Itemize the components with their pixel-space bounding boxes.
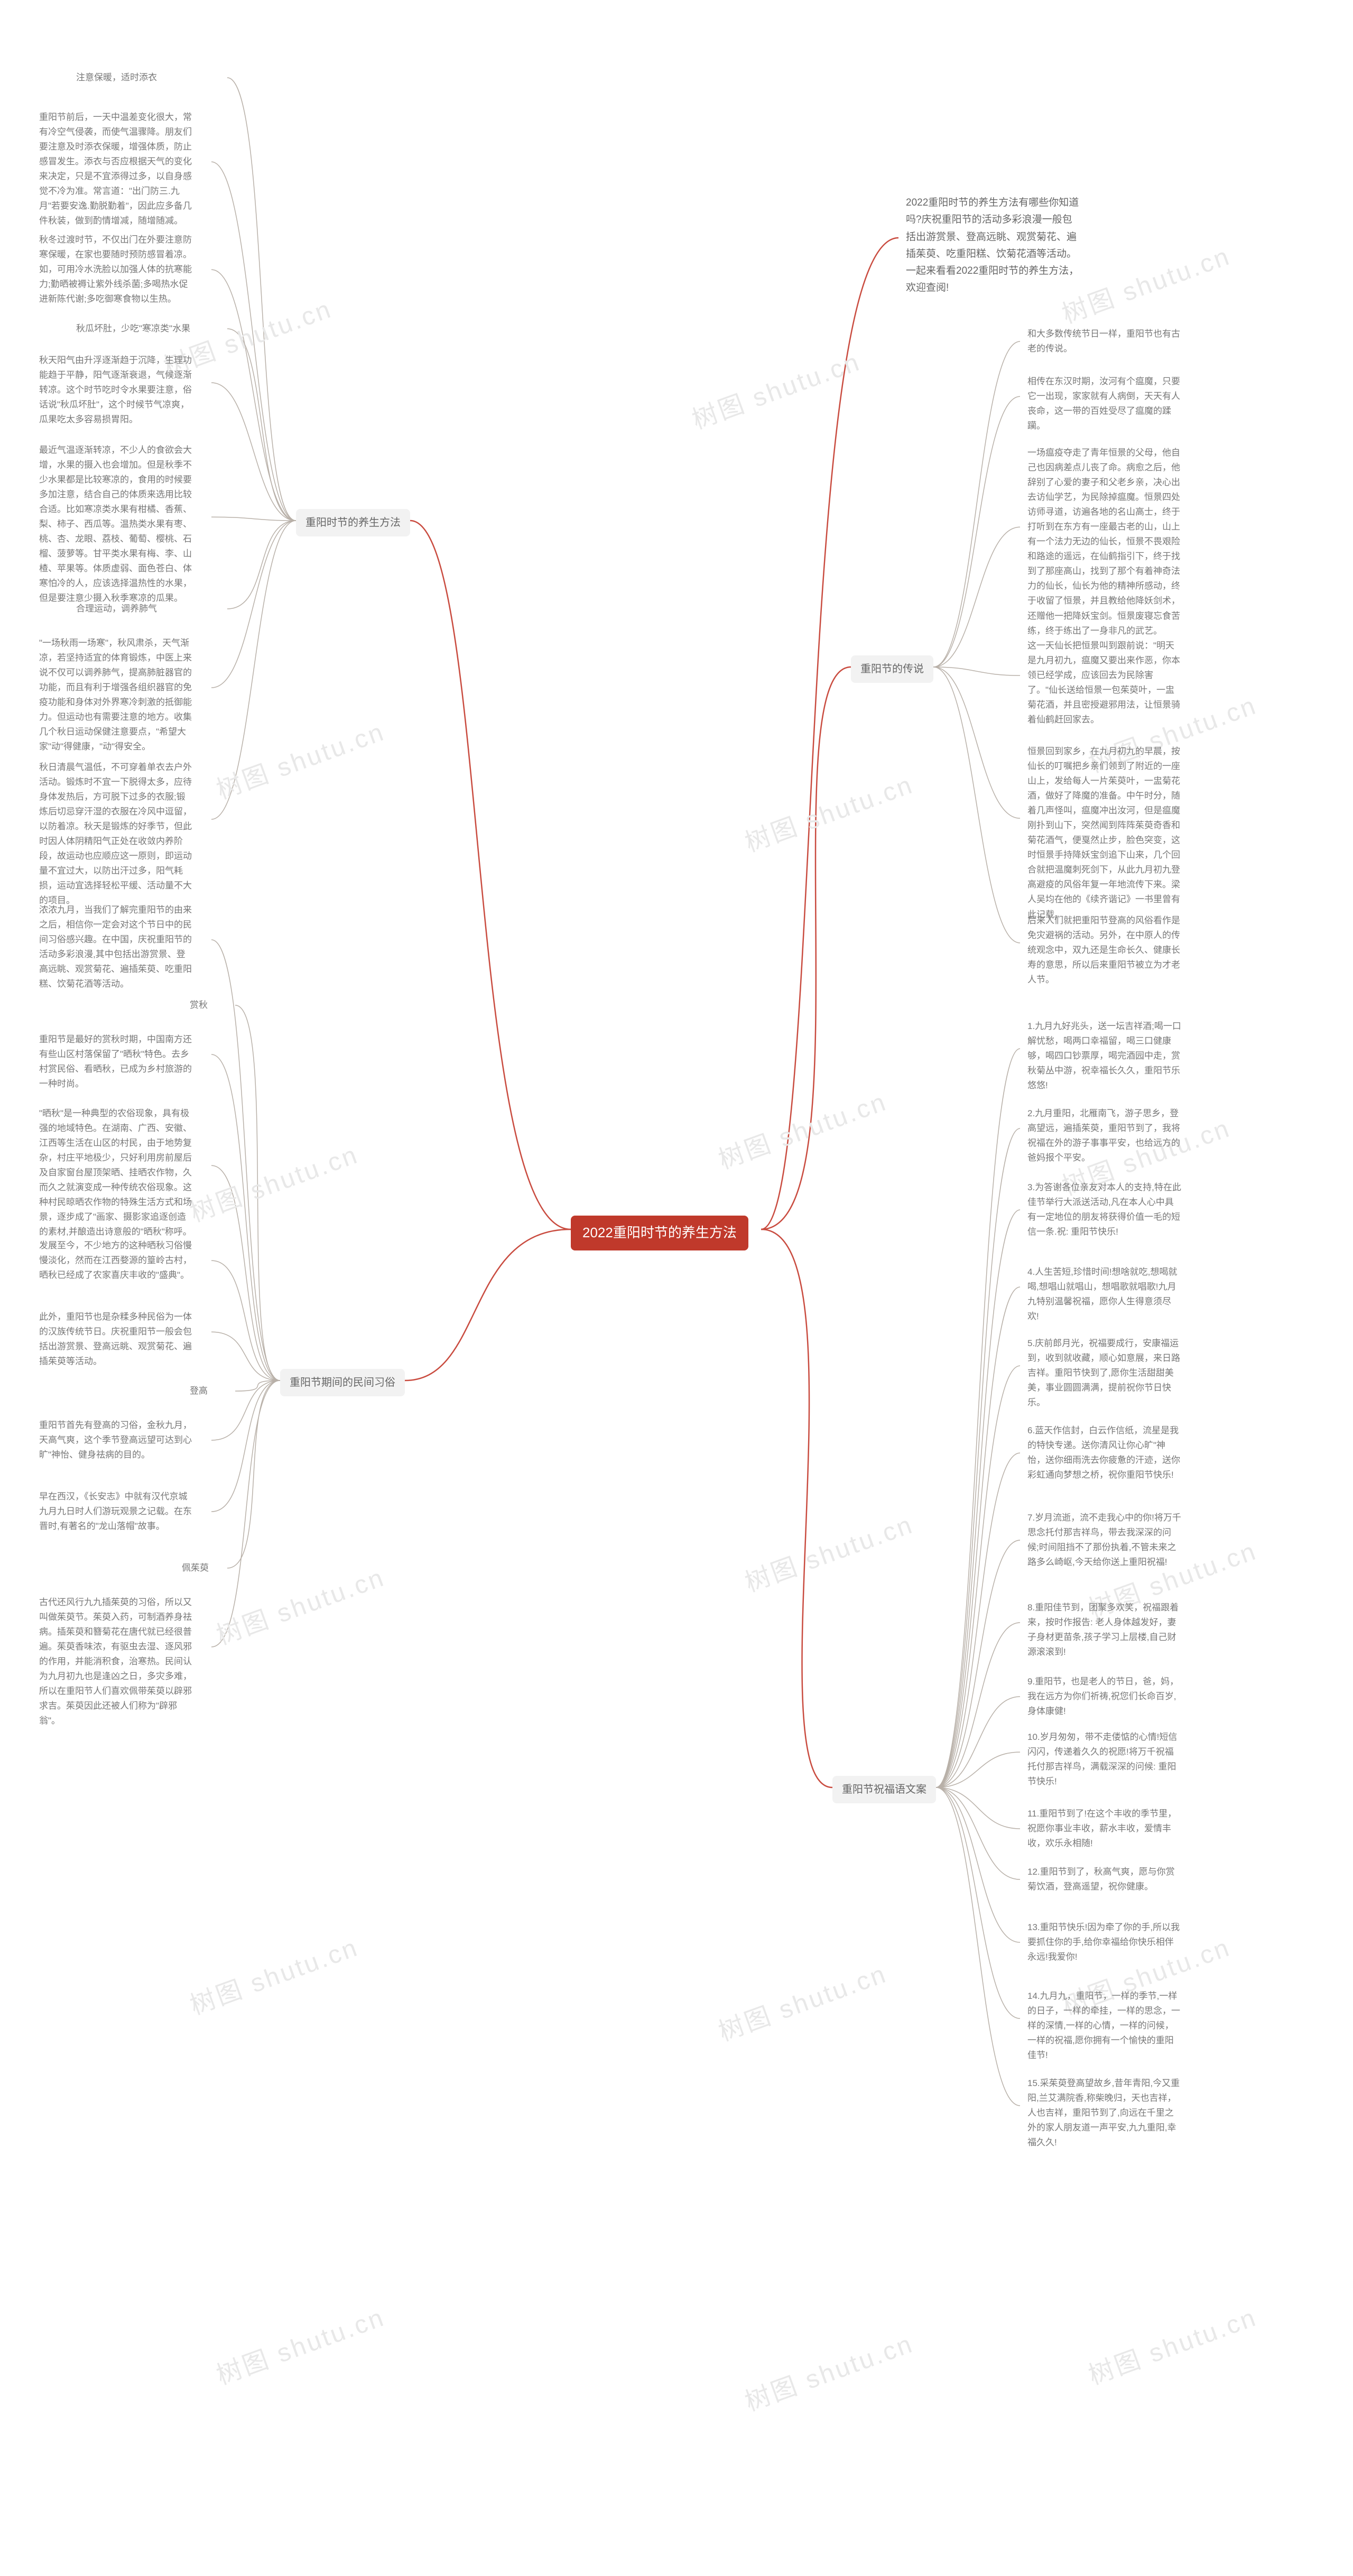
leaf-text: "晒秋"是一种典型的农俗现象，具有极强的地域特色。在湖南、广西、安徽、江西等生活…: [32, 1102, 201, 1244]
leaf-text: 秋瓜坏肚，少吃"寒凉类"水果: [69, 317, 227, 340]
leaf-text: 9.重阳节，也是老人的节日，爸，妈，我在远方为你们祈祷,祝您们长命百岁,身体康健…: [1020, 1670, 1189, 1723]
leaf-text: 3.为答谢各位亲友对本人的支持,特在此佳节举行大派送活动,凡在本人心中具有一定地…: [1020, 1176, 1189, 1244]
leaf-text: 秋日清晨气温低，不可穿着单衣去户外活动。锻炼时不宜一下脱得太多，应待身体发热后，…: [32, 756, 201, 912]
leaf-text: 2.九月重阳，北雁南飞，游子思乡，登高望远，遍插茱萸，重阳节到了，我将祝福在外的…: [1020, 1102, 1189, 1170]
leaf-text: 恒景回到家乡，在九月初九的早晨，按仙长的叮嘱把乡亲们领到了附近的一座山上，发给每…: [1020, 740, 1189, 926]
leaf-text: 赏秋: [182, 994, 235, 1017]
leaf-text: 11.重阳节到了!在这个丰收的季节里，祝愿你事业丰收，薪水丰收，爱情丰收，欢乐永…: [1020, 1802, 1189, 1855]
leaf-text: 5.庆前郎月光，祝福要成行，安康福运到，收到就收藏，顺心如意展，来日路吉祥。重阳…: [1020, 1332, 1189, 1414]
watermark: 树图 shutu.cn: [739, 1504, 918, 1599]
leaf-text: 注意保暖，适时添衣: [69, 66, 227, 89]
leaf-text: 重阳节前后，一天中温差变化很大，常有冷空气侵袭，而使气温骤降。朋友们要注意及时添…: [32, 106, 201, 233]
watermark: 树图 shutu.cn: [210, 1556, 390, 1652]
watermark: 树图 shutu.cn: [210, 711, 390, 806]
watermark: 树图 shutu.cn: [210, 2296, 390, 2392]
leaf-text: 和大多数传统节日一样，重阳节也有古老的传说。: [1020, 322, 1189, 360]
leaf-text: 一场瘟疫夺走了青年恒景的父母，他自己也因病差点儿丧了命。病愈之后，他辞别了心爱的…: [1020, 441, 1189, 643]
watermark: 树图 shutu.cn: [712, 1953, 892, 2048]
leaf-text: 重阳节首先有登高的习俗，金秋九月，天高气爽，这个季节登高远望可达到心旷"神怡、健…: [32, 1414, 201, 1467]
watermark: 树图 shutu.cn: [712, 1081, 892, 1176]
leaf-text: 7.岁月流逝，流不走我心中的你!将万千思念托付那吉祥鸟，带去我深深的问候;时间阻…: [1020, 1506, 1189, 1574]
center-node: 2022重阳时节的养生方法: [571, 1216, 748, 1250]
leaf-text: 8.重阳佳节到，团聚多欢笑，祝福跟着来，按时作报告: 老人身体越发好，妻子身材更…: [1020, 1596, 1189, 1664]
leaf-text: 秋天阳气由升浮逐渐趋于沉降，生理功能趋于平静，阳气逐渐衰退，气候逐渐转凉。这个时…: [32, 349, 201, 431]
leaf-text: 秋冬过渡时节，不仅出门在外要注意防寒保暖，在家也要随时预防感冒着凉。如，可用冷水…: [32, 228, 201, 311]
leaf-text: 这一天仙长把恒景叫到跟前说："明天是九月初九，瘟魔又要出来作恶，你本领已经学成，…: [1020, 634, 1189, 731]
leaf-text: 发展至今，不少地方的这种晒秋习俗慢慢淡化，然而在江西婺源的篁岭古村，晒秋已经成了…: [32, 1234, 201, 1287]
leaf-text: 14.九月九，重阳节，一样的季节,一样的日子，一样的牵挂，一样的思念，一样的深情…: [1020, 1985, 1189, 2067]
watermark: 树图 shutu.cn: [184, 1134, 363, 1229]
branch-chuanshuo: 重阳节的传说: [851, 655, 933, 683]
branch-zhufu: 重阳节祝福语文案: [832, 1776, 936, 1803]
leaf-text: 13.重阳节快乐!因为牵了你的手,所以我要抓住你的手,给你幸福给你快乐相伴永远!…: [1020, 1916, 1189, 1969]
leaf-text: 6.蓝天作信封，白云作信纸，流星是我的特快专递。送你清风让你心旷"神怡，送你细雨…: [1020, 1419, 1189, 1487]
leaf-text: 此外，重阳节也是杂糅多种民俗为一体的汉族传统节日。庆祝重阳节一般会包括出游赏景、…: [32, 1305, 201, 1373]
leaf-text: 重阳节是最好的赏秋时期，中国南方还有些山区村落保留了"晒秋"特色。去乡村赏民俗、…: [32, 1028, 201, 1096]
leaf-text: 早在西汉，《长安志》中就有汉代京城九月九日时人们游玩观景之记载。在东晋时,有著名…: [32, 1485, 201, 1538]
watermark: 树图 shutu.cn: [739, 2323, 918, 2418]
watermark: 树图 shutu.cn: [184, 1926, 363, 2022]
watermark: 树图 shutu.cn: [686, 341, 865, 436]
watermark: 树图 shutu.cn: [1082, 2296, 1262, 2392]
leaf-text: 古代还风行九九插茱萸的习俗，所以又叫做茱萸节。茱萸入药，可制酒养身祛病。插茱萸和…: [32, 1591, 201, 1732]
leaf-text: 登高: [182, 1379, 235, 1403]
leaf-text: 后来人们就把重阳节登高的风俗看作是免灾避祸的活动。另外，在中原人的传统观念中，双…: [1020, 909, 1189, 992]
branch-yangsheng: 重阳时节的养生方法: [296, 509, 410, 536]
leaf-text: 10.岁月匆匆，带不走偻惦的心情!短信闪闪，传递着久久的祝愿!将万千祝福托付那吉…: [1020, 1726, 1189, 1793]
leaf-text: 4.人生苦短,珍惜时间!想啥就吃,想喝就喝,想唱山就唱山，想唱歌就唱歌!九月九特…: [1020, 1261, 1189, 1328]
leaf-text: 15.采茱萸登高望故乡,昔年青阳,今又重阳,兰艾满院香,称柴晚归，天也吉祥，人也…: [1020, 2072, 1189, 2154]
leaf-text: 相传在东汉时期，汝河有个瘟魔，只要它一出现，家家就有人病倒，天天有人丧命，这一带…: [1020, 370, 1189, 438]
leaf-text: 12.重阳节到了，秋高气爽，愿与你赏菊饮酒，登高遥望，祝你健康。: [1020, 1860, 1189, 1898]
leaf-text: 1.九月九好兆头，送一坛吉祥酒;喝一口解忧愁，喝两口幸福留，喝三口健康够，喝四口…: [1020, 1015, 1189, 1097]
watermark: 树图 shutu.cn: [739, 764, 918, 859]
intro-text: 2022重阳时节的养生方法有哪些你知道吗?庆祝重阳节的活动多彩浪漫一般包括出游赏…: [898, 190, 1089, 301]
leaf-text: 浓浓九月，当我们了解完重阳节的由来之后，相信你一定会对这个节日中的民间习俗感兴趣…: [32, 898, 201, 996]
leaf-text: "一场秋雨一场寒"，秋风肃杀，天气渐凉，若坚持适宜的体育锻炼，中医上来说不仅可以…: [32, 632, 201, 758]
branch-minjian: 重阳节期间的民间习俗: [280, 1369, 405, 1396]
leaf-text: 合理运动，调养肺气: [69, 597, 227, 620]
leaf-text: 佩茱萸: [174, 1556, 227, 1580]
leaf-text: 最近气温逐渐转凉，不少人的食欲会大增，水果的摄入也会增加。但是秋季不少水果都是比…: [32, 439, 201, 610]
